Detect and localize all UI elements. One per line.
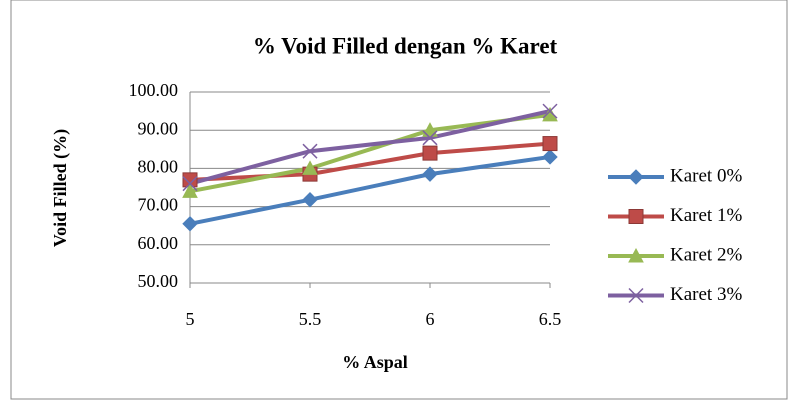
marker: [302, 192, 318, 208]
x-tick-label: 5: [186, 309, 195, 329]
x-axis-label: % Aspal: [342, 352, 408, 372]
marker: [182, 176, 198, 192]
series-line: [189, 109, 551, 186]
marker: [302, 143, 318, 159]
legend-marker: [628, 169, 644, 185]
y-tick-label: 60.00: [138, 233, 179, 253]
y-tick-label: 70.00: [138, 195, 179, 215]
marker: [542, 103, 558, 119]
legend-label: Karet 2%: [670, 244, 742, 265]
chart-title: % Void Filled dengan % Karet: [253, 33, 558, 58]
marker: [302, 160, 318, 175]
marker: [542, 136, 558, 152]
y-tick-label: 90.00: [138, 118, 179, 138]
series-line: [189, 141, 551, 182]
legend-label: Karet 1%: [670, 205, 742, 226]
y-tick-label: 100.00: [129, 80, 179, 100]
series-line: [189, 154, 551, 226]
legend-label: Karet 0%: [670, 165, 742, 186]
legend-marker: [628, 209, 644, 224]
marker: [422, 145, 438, 161]
y-tick-label: 50.00: [138, 271, 179, 291]
x-tick-label: 5.5: [299, 309, 322, 329]
y-tick-label: 80.00: [138, 157, 179, 177]
marker: [422, 166, 438, 182]
marker: [422, 122, 438, 137]
marker: [542, 149, 558, 165]
marker: [182, 216, 198, 232]
legend-marker: [628, 287, 644, 304]
marker: [422, 130, 438, 146]
x-tick-label: 6: [426, 309, 435, 329]
legend-marker: [628, 247, 644, 263]
chart-border: [10, 0, 788, 400]
x-tick-label: 6.5: [539, 309, 562, 329]
legend-label: Karet 3%: [670, 284, 742, 305]
marker: [182, 183, 198, 198]
y-axis-label: Void Filled (%): [50, 129, 71, 247]
